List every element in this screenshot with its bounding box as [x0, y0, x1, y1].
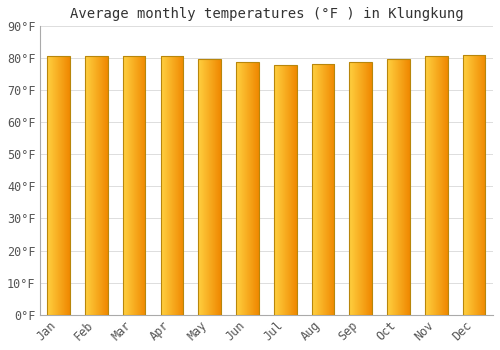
Title: Average monthly temperatures (°F ) in Klungkung: Average monthly temperatures (°F ) in Kl…: [70, 7, 463, 21]
Bar: [463, 55, 485, 315]
Bar: [236, 62, 259, 315]
Bar: [274, 65, 296, 315]
Bar: [160, 56, 183, 315]
Bar: [312, 64, 334, 315]
Bar: [85, 56, 108, 315]
Bar: [122, 56, 146, 315]
Bar: [198, 59, 221, 315]
Bar: [425, 56, 448, 315]
Bar: [47, 56, 70, 315]
Bar: [350, 62, 372, 315]
Bar: [388, 59, 410, 315]
